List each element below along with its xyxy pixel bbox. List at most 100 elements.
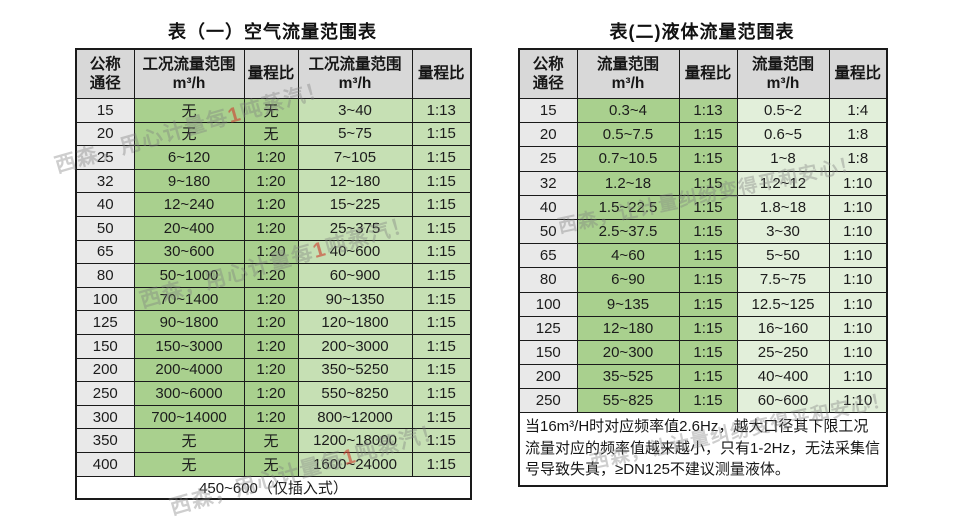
value-cell: 90~1800 [133,310,245,335]
value-cell: 无 [133,451,245,477]
diameter-cell: 25 [518,146,578,172]
value-cell: 1:15 [678,218,738,245]
diameter-cell: 250 [75,381,135,406]
value-cell: 2.5~37.5 [576,218,680,245]
value-cell: 1:15 [411,310,472,335]
air-table-body: 15 无无 3~40 1:13 20 无无 5~75 1:15 25 6~120 1:20 7~105… [75,98,472,499]
table-row: 250 55~825 1:15 60~600 1:10 [518,388,888,414]
value-cell: 无 [243,451,299,477]
table-row: 32 1.2~18 1:15 1.2~12 1:10 [518,170,888,196]
column-header: 流量范围 m³/h [736,48,830,99]
diameter-cell: 100 [518,291,578,317]
liquid-table-title: 表(二)液体流量范围表 [609,22,795,42]
value-cell: 1:20 [243,263,299,288]
value-cell: 1:15 [411,451,472,477]
diameter-cell: 350 [75,428,135,453]
value-cell: 1200~18000 [297,428,413,453]
value-cell: 1:8 [828,146,888,172]
value-cell: 无 [243,121,299,147]
diameter-cell: 65 [518,243,578,269]
value-cell: 1:20 [243,310,299,335]
value-cell: 0.6~5 [736,122,830,148]
table-row: 65 30~600 1:20 40~600 1:15 [75,239,472,265]
value-cell: 1:15 [411,381,472,406]
diameter-cell: 40 [518,194,578,220]
value-cell: 1:15 [678,243,738,269]
table-row: 15 无无 3~40 1:13 [75,98,472,123]
table-row: 400 无无 1600~24000 1:15 [75,451,472,477]
value-cell: 1:20 [243,168,299,194]
value-cell: 1:20 [243,333,299,359]
column-header: 流量范围 m³/h [576,48,680,99]
value-cell: 1.2~12 [736,170,830,196]
value-cell: 0.5~7.5 [576,122,680,148]
value-cell: 6~90 [576,267,680,293]
value-cell: 1:15 [411,286,472,312]
value-cell: 60~600 [736,388,830,414]
value-cell: 1:15 [678,364,738,390]
table-row: 200 200~4000 1:20 350~5250 1:15 [75,357,472,383]
diameter-cell: 300 [75,404,135,430]
value-cell: 20~400 [133,215,245,241]
table-footer-row: 450~600（仅插入式） [75,475,472,499]
value-cell: 1:20 [243,215,299,241]
liquid-flow-range-table: 公称 通径 流量范围 m³/h 量程比 流量范围 m³/h 量程比 15 0.3~4 1:13 0.… [518,48,888,488]
table-row: 150 150~3000 1:20 200~3000 1:15 [75,333,472,359]
value-cell: 1:13 [678,97,738,124]
diameter-cell: 250 [518,388,578,414]
table-row: 50 20~400 1:20 25~375 1:15 [75,215,472,241]
value-cell: 1600~24000 [297,451,413,477]
value-cell: 1.8~18 [736,194,830,220]
value-cell: 0.5~2 [736,97,830,124]
value-cell: 0.7~10.5 [576,146,680,172]
value-cell: 1:15 [678,388,738,414]
air-table-title: 表（一）空气流量范围表 [168,22,377,42]
table-row: 40 1.5~22.5 1:15 1.8~18 1:10 [518,194,888,220]
table-row: 100 70~1400 1:20 90~1350 1:15 [75,286,472,312]
diameter-cell: 15 [518,97,578,124]
table-row: 20 0.5~7.5 1:15 0.6~5 1:8 [518,122,888,148]
value-cell: 1:15 [678,146,738,172]
value-cell: 60~900 [297,263,413,288]
value-cell: 70~1400 [133,286,245,312]
value-cell: 12~180 [297,168,413,194]
diameter-cell: 400 [75,451,135,477]
value-cell: 200~3000 [297,333,413,359]
value-cell: 90~1350 [297,286,413,312]
table-row: 25 6~120 1:20 7~105 1:15 [75,145,472,170]
value-cell: 1:10 [828,218,888,245]
diameter-cell: 200 [518,364,578,390]
table-footer: 450~600（仅插入式） [75,475,472,499]
value-cell: 1:10 [828,315,888,341]
table-note: 当16m³/H时对应频率值2.6Hz，越大口径其下限工况流量对应的频率值越来越小… [518,412,888,487]
value-cell: 1:15 [411,215,472,241]
value-cell: 0.3~4 [576,97,680,124]
diameter-cell: 65 [75,239,135,265]
diameter-cell: 20 [518,122,578,148]
value-cell: 1:20 [243,192,299,217]
diameter-cell: 50 [75,215,135,241]
value-cell: 1:15 [411,121,472,147]
value-cell: 12~180 [576,315,680,341]
value-cell: 1:10 [828,194,888,220]
value-cell: 无 [133,121,245,147]
value-cell: 1:10 [828,339,888,366]
column-header: 公称 通径 [75,48,135,99]
value-cell: 1.5~22.5 [576,194,680,220]
diameter-cell: 200 [75,357,135,383]
table-row: 65 4~60 1:15 5~50 1:10 [518,243,888,269]
column-header: 公称 通径 [518,48,578,99]
value-cell: 无 [243,428,299,453]
column-header: 量程比 [243,48,299,99]
value-cell: 25~250 [736,339,830,366]
diameter-cell: 25 [75,145,135,170]
column-header: 量程比 [828,48,888,99]
value-cell: 1~8 [736,146,830,172]
value-cell: 1:15 [678,291,738,317]
table-note-row: 当16m³/H时对应频率值2.6Hz，越大口径其下限工况流量对应的频率值越来越小… [518,412,888,487]
value-cell: 1:20 [243,404,299,430]
diameter-cell: 80 [518,267,578,293]
air-flow-range-table: 公称 通径 工况流量范围 m³/h 量程比 工况流量范围 m³/h 量程比 15 无无 3~40 1… [75,48,472,500]
table-row: 40 12~240 1:20 15~225 1:15 [75,192,472,217]
